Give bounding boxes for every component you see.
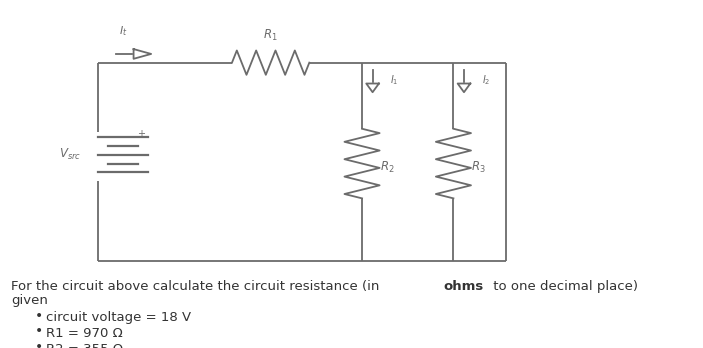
- Polygon shape: [366, 84, 379, 92]
- Text: $I_t$: $I_t$: [119, 24, 127, 38]
- Text: $V_{src}$: $V_{src}$: [59, 147, 81, 163]
- Polygon shape: [458, 84, 470, 92]
- Text: •: •: [34, 340, 43, 348]
- Text: $I_2$: $I_2$: [482, 73, 490, 87]
- Text: R2 = 355 Ω: R2 = 355 Ω: [46, 343, 123, 348]
- Text: $I_1$: $I_1$: [390, 73, 399, 87]
- Text: circuit voltage = 18 V: circuit voltage = 18 V: [46, 311, 191, 324]
- Text: R1 = 970 Ω: R1 = 970 Ω: [46, 327, 122, 340]
- Text: $R_2$: $R_2$: [380, 159, 394, 175]
- Text: •: •: [34, 309, 43, 323]
- Text: ohms: ohms: [443, 280, 483, 293]
- Text: $R_1$: $R_1$: [264, 29, 278, 44]
- Text: +: +: [136, 129, 145, 139]
- Text: to one decimal place): to one decimal place): [489, 280, 638, 293]
- Text: $R_3$: $R_3$: [471, 159, 486, 175]
- Text: For the circuit above calculate the circuit resistance (in: For the circuit above calculate the circ…: [11, 280, 384, 293]
- Text: given: given: [11, 294, 48, 307]
- Text: •: •: [34, 324, 43, 338]
- Polygon shape: [134, 49, 151, 59]
